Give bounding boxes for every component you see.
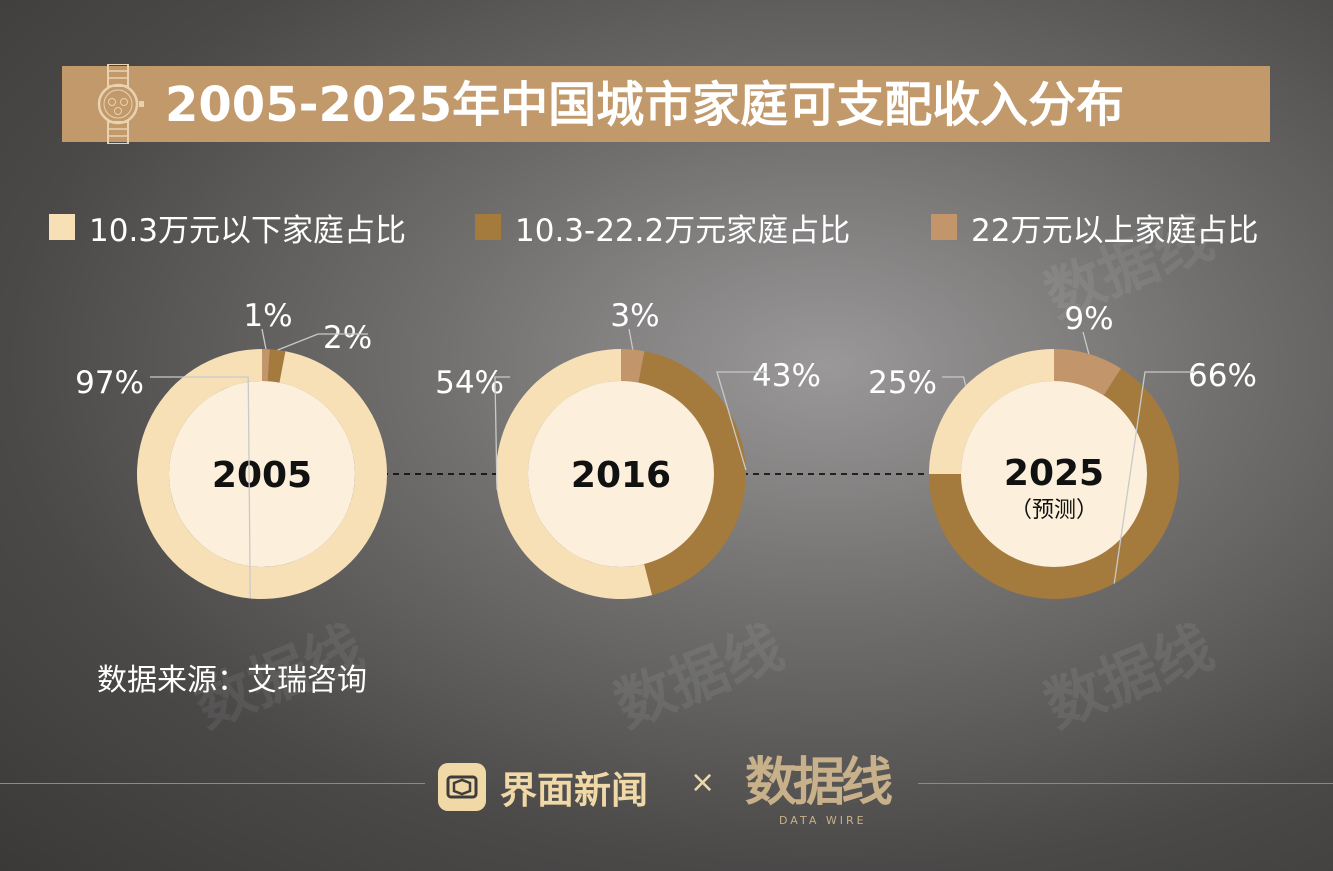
leader-line xyxy=(277,333,368,351)
data-label-mid: 2% xyxy=(323,320,372,356)
leader-line xyxy=(494,376,510,490)
watch-icon xyxy=(97,64,144,144)
leader-line xyxy=(942,376,967,386)
donut-slice-mid xyxy=(638,351,747,596)
donut-year: 2005 xyxy=(212,455,312,496)
legend-swatch xyxy=(49,214,75,240)
leader-line xyxy=(261,328,267,350)
donut-slice-high xyxy=(1054,349,1121,396)
legend-swatch xyxy=(475,214,501,240)
leader-line xyxy=(1113,371,1195,584)
brand-datawire-text: 数据线 xyxy=(745,752,893,813)
brand-datawire-sub: DATA WIRE xyxy=(779,814,867,827)
data-label-mid: 43% xyxy=(752,358,821,394)
donut-slice-mid xyxy=(267,349,286,383)
donut-center xyxy=(961,381,1147,567)
donut-slice-low xyxy=(496,349,653,599)
legend-swatch xyxy=(931,214,957,240)
donut-note: （预测） xyxy=(1010,498,1098,523)
data-label-high: 1% xyxy=(243,298,292,334)
legend-item-high: 22万元以上家庭占比 xyxy=(931,205,1258,249)
legend: 10.3万元以下家庭占比 10.3-22.2万元家庭占比 22万元以上家庭占比 xyxy=(0,205,1333,249)
legend-item-low: 10.3万元以下家庭占比 xyxy=(49,205,406,249)
brand-jiemian: 界面新闻 xyxy=(438,760,648,814)
donut-year: 2025 xyxy=(1004,453,1104,494)
donut-slice-high xyxy=(621,349,645,383)
donut-center xyxy=(169,381,355,567)
donut-slice-low xyxy=(929,349,1054,474)
leader-line xyxy=(1082,331,1090,355)
data-label-high: 9% xyxy=(1064,301,1113,337)
data-label-high: 3% xyxy=(610,298,659,334)
legend-label: 10.3-22.2万元家庭占比 xyxy=(515,212,851,249)
data-label-low: 97% xyxy=(75,365,144,401)
donut-year: 2016 xyxy=(571,455,671,496)
leader-line xyxy=(716,371,767,471)
data-label-mid: 66% xyxy=(1188,358,1257,394)
leader-line xyxy=(628,328,634,350)
brand-jiemian-text: 界面新闻 xyxy=(500,769,648,812)
jiemian-logo-icon xyxy=(438,763,486,811)
legend-label: 10.3万元以下家庭占比 xyxy=(89,212,407,249)
legend-item-mid: 10.3-22.2万元家庭占比 xyxy=(475,205,850,249)
times-sign: × xyxy=(690,765,716,800)
title-bar xyxy=(62,66,1270,142)
data-label-low: 54% xyxy=(435,365,504,401)
data-label-low: 25% xyxy=(868,365,937,401)
footer-divider-right xyxy=(918,783,1333,784)
donut-slice-high xyxy=(262,349,270,382)
data-source: 数据来源：艾瑞咨询 xyxy=(97,663,367,698)
page-title: 2005-2025年中国城市家庭可支配收入分布 xyxy=(165,77,1125,133)
donut-2016: 2016 54% 43% 3% xyxy=(435,298,821,599)
footer-divider-left xyxy=(0,783,425,784)
donut-center xyxy=(528,381,714,567)
legend-label: 22万元以上家庭占比 xyxy=(971,212,1259,249)
donut-2025: 2025 （预测） 25% 66% 9% xyxy=(868,301,1257,599)
leader-line xyxy=(150,376,251,599)
donut-2005: 2005 97% 2% 1% xyxy=(75,298,387,600)
brand-datawire: 数据线 DATA WIRE xyxy=(745,740,895,832)
